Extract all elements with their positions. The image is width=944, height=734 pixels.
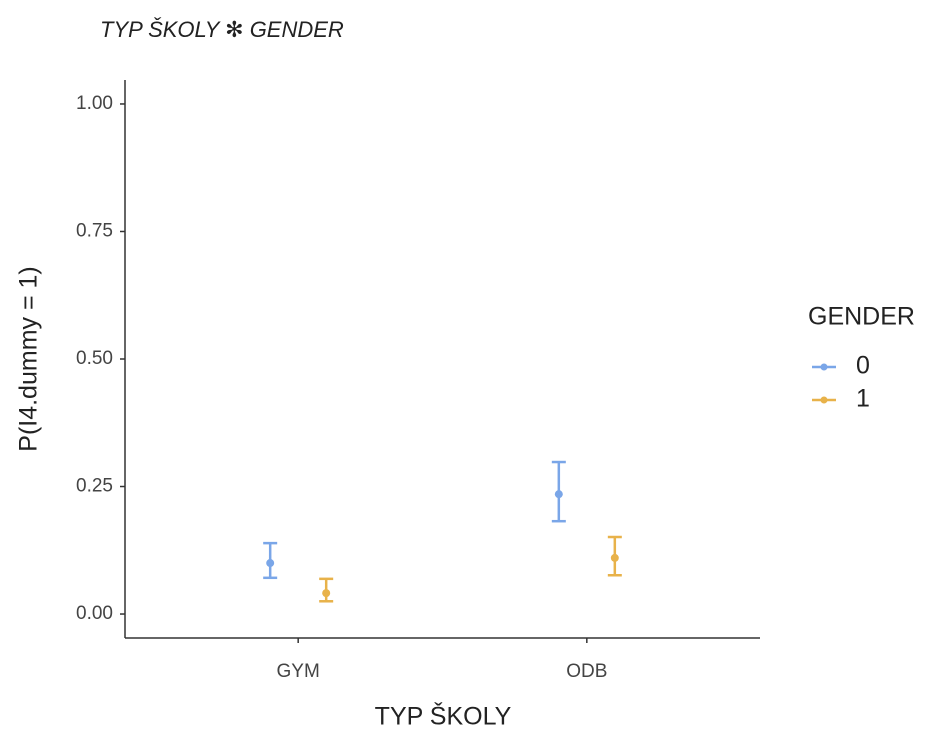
- y-tick-label: 0.00: [76, 603, 113, 624]
- point: [322, 589, 331, 598]
- point: [554, 490, 563, 499]
- point: [266, 559, 275, 568]
- legend-label: 0: [856, 352, 870, 380]
- chart-title: TYP ŠKOLY ✻ GENDER: [100, 17, 344, 42]
- legend-label: 1: [856, 385, 870, 413]
- x-tick-label: ODB: [566, 661, 607, 682]
- x-axis-label: TYP ŠKOLY: [375, 702, 512, 731]
- y-tick-label: 0.25: [76, 476, 113, 497]
- legend-key-point: [820, 363, 828, 371]
- legend-title: GENDER: [808, 303, 915, 331]
- y-axis-label: P(I4.dummy = 1): [15, 266, 43, 451]
- x-tick-label: GYM: [277, 661, 320, 682]
- y-tick-label: 0.50: [76, 348, 113, 369]
- point: [610, 553, 619, 562]
- y-tick-label: 0.75: [76, 221, 113, 242]
- y-tick-label: 1.00: [76, 93, 113, 114]
- legend-key-point: [820, 396, 828, 404]
